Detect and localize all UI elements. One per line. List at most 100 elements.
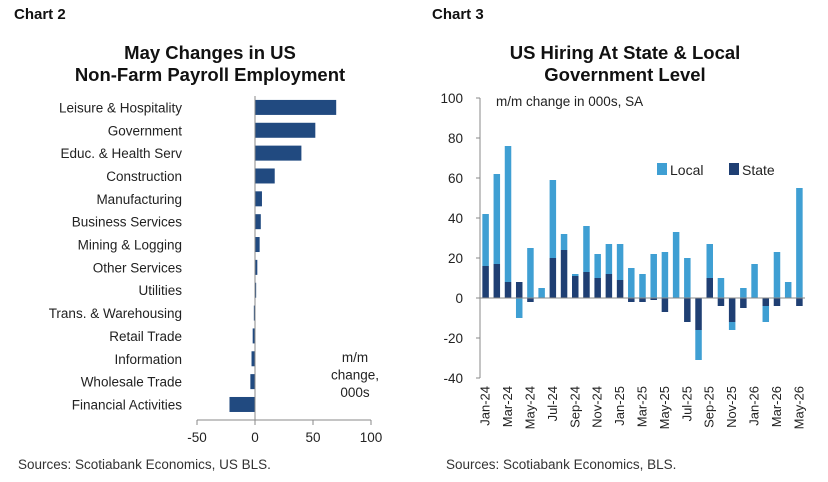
category-label: Information: [114, 352, 182, 367]
legend-label-state: State: [742, 162, 775, 178]
x-tick-label: May-26: [791, 386, 806, 429]
y-tick-label: 20: [448, 251, 463, 266]
local-bar: [504, 146, 512, 282]
local-bar: [538, 288, 545, 298]
x-tick-label: Jul-24: [545, 386, 560, 421]
x-tick-label: -50: [187, 430, 207, 445]
state-bar: [796, 298, 803, 306]
category-label: Mining & Logging: [78, 238, 182, 253]
bar: [253, 305, 255, 321]
state-bar: [493, 264, 501, 298]
local-bar: [616, 244, 624, 280]
x-tick-label: Mar-24: [500, 386, 515, 427]
state-bar: [572, 276, 579, 298]
chart2-title-line2: Non-Farm Payroll Employment: [74, 64, 346, 85]
local-bar: [717, 278, 725, 298]
state-bar: [605, 274, 613, 298]
local-bar: [695, 330, 702, 360]
x-tick-label: Jan-26: [747, 386, 762, 426]
chart3-title-line1: US Hiring At State & Local: [509, 42, 741, 63]
chart2-label: Chart 2: [14, 6, 66, 23]
y-tick-label: 0: [455, 291, 463, 306]
legend-label-local: Local: [670, 162, 703, 178]
annotation-line: change,: [331, 368, 379, 383]
local-bar: [650, 254, 657, 298]
x-tick-label: Mar-25: [635, 386, 650, 427]
state-bar: [616, 280, 624, 298]
local-bar: [672, 232, 680, 298]
category-label: Business Services: [72, 215, 183, 230]
state-bar: [661, 298, 669, 312]
y-tick-label: 80: [448, 131, 463, 146]
local-bar: [560, 234, 568, 250]
state-bar: [717, 298, 725, 306]
x-tick-label: 0: [251, 430, 259, 445]
legend-swatch-local: [657, 163, 667, 175]
x-tick-label: Sep-24: [567, 386, 582, 428]
local-bar: [482, 214, 489, 266]
category-label: Wholesale Trade: [81, 375, 182, 390]
x-tick-label: Jan-24: [478, 386, 493, 426]
state-bar: [650, 298, 657, 300]
x-tick-label: Jul-25: [679, 386, 694, 421]
local-bar: [740, 288, 747, 298]
chart2-title-line1: May Changes in US: [124, 42, 296, 63]
state-bar: [482, 266, 489, 298]
x-tick-label: 100: [360, 430, 383, 445]
category-label: Educ. & Health Serv: [60, 146, 182, 161]
category-label: Manufacturing: [96, 192, 182, 207]
local-bar: [706, 244, 713, 278]
state-bar: [504, 282, 512, 298]
chart2-title: May Changes in US Non-Farm Payroll Emplo…: [10, 42, 410, 86]
state-bar: [773, 298, 781, 306]
x-tick-label: Mar-26: [769, 386, 784, 427]
x-tick-label: Nov-25: [724, 386, 739, 428]
x-tick-label: May-25: [657, 386, 672, 429]
category-label: Financial Activities: [72, 397, 183, 412]
y-tick-label: 60: [448, 171, 463, 186]
local-bar: [639, 274, 646, 298]
bar: [251, 351, 255, 367]
category-label: Trans. & Warehousing: [49, 306, 182, 321]
category-label: Construction: [106, 169, 182, 184]
category-label: Retail Trade: [109, 329, 182, 344]
bar: [250, 374, 255, 390]
state-bar: [762, 298, 770, 306]
chart3-title-line2: Government Level: [544, 64, 706, 85]
local-bar: [796, 188, 803, 298]
state-bar: [583, 272, 590, 298]
bar: [252, 328, 255, 344]
bar: [255, 168, 275, 184]
local-bar: [549, 180, 557, 258]
state-bar: [695, 298, 702, 330]
state-bar: [639, 298, 646, 302]
bar: [255, 237, 260, 253]
state-bar: [728, 298, 736, 322]
local-bar: [784, 282, 792, 298]
annotation-line: 000s: [340, 385, 370, 400]
local-bar: [493, 174, 501, 264]
annotation-line: m/m: [342, 350, 368, 365]
legend-swatch-state: [729, 163, 739, 175]
x-tick-label: Jan-25: [612, 386, 627, 426]
y-tick-label: 100: [440, 91, 463, 106]
local-bar: [605, 244, 613, 274]
y-tick-label: -20: [443, 331, 463, 346]
bar: [255, 99, 337, 115]
local-bar: [661, 252, 669, 298]
state-bar: [560, 250, 568, 298]
bar: [229, 396, 255, 412]
chart2-source: Sources: Scotiabank Economics, US BLS.: [18, 457, 271, 472]
bar: [255, 259, 258, 275]
state-bar: [706, 278, 713, 298]
y-tick-label: -40: [443, 371, 463, 386]
chart3-title: US Hiring At State & Local Government Le…: [430, 42, 820, 86]
local-bar: [628, 268, 635, 298]
category-label: Leisure & Hospitality: [59, 100, 182, 115]
local-bar: [684, 258, 691, 298]
local-bar: [773, 252, 781, 298]
bar: [255, 122, 316, 138]
local-bar: [527, 248, 534, 298]
